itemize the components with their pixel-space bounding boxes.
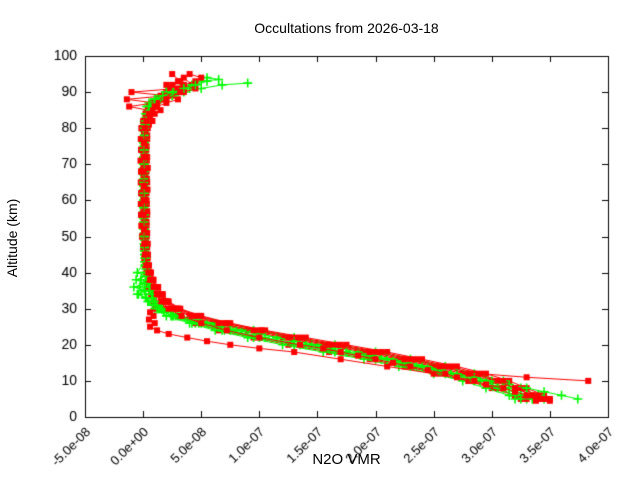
x-axis-label: N2O VMR [312,451,381,468]
y-axis-label: Altitude (km) [4,198,20,278]
chart-title: Occultations from 2026-03-18 [254,20,439,36]
